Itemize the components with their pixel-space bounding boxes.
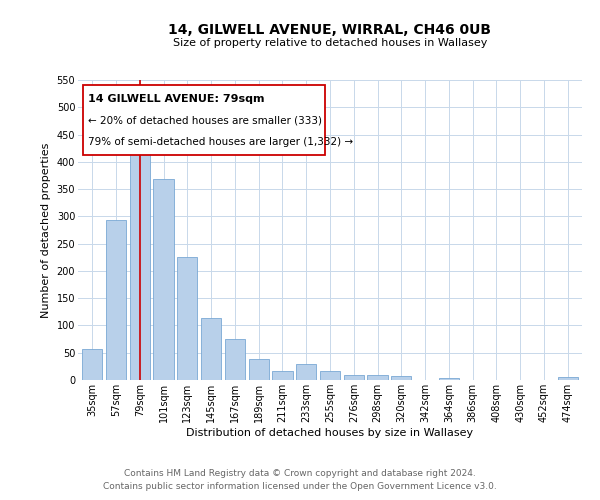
Bar xyxy=(177,256,197,380)
Y-axis label: Number of detached properties: Number of detached properties xyxy=(41,142,51,318)
Bar xyxy=(272,370,293,380)
Bar xyxy=(130,146,150,380)
FancyBboxPatch shape xyxy=(83,84,325,155)
Text: Size of property relative to detached houses in Wallasey: Size of property relative to detached ho… xyxy=(173,38,487,48)
Text: Contains public sector information licensed under the Open Government Licence v3: Contains public sector information licen… xyxy=(103,482,497,491)
Bar xyxy=(344,374,364,380)
Text: 14, GILWELL AVENUE, WIRRAL, CH46 0UB: 14, GILWELL AVENUE, WIRRAL, CH46 0UB xyxy=(169,22,491,36)
X-axis label: Distribution of detached houses by size in Wallasey: Distribution of detached houses by size … xyxy=(187,428,473,438)
Bar xyxy=(557,378,578,380)
Text: 14 GILWELL AVENUE: 79sqm: 14 GILWELL AVENUE: 79sqm xyxy=(88,94,265,104)
Bar xyxy=(391,376,412,380)
Bar xyxy=(439,378,459,380)
Bar xyxy=(248,360,269,380)
Bar xyxy=(225,338,245,380)
Text: ← 20% of detached houses are smaller (333): ← 20% of detached houses are smaller (33… xyxy=(88,115,322,125)
Bar xyxy=(367,374,388,380)
Bar xyxy=(154,180,173,380)
Text: Contains HM Land Registry data © Crown copyright and database right 2024.: Contains HM Land Registry data © Crown c… xyxy=(124,468,476,477)
Bar xyxy=(296,364,316,380)
Bar xyxy=(106,220,126,380)
Text: 79% of semi-detached houses are larger (1,332) →: 79% of semi-detached houses are larger (… xyxy=(88,136,353,146)
Bar xyxy=(320,370,340,380)
Bar xyxy=(201,318,221,380)
Bar xyxy=(82,349,103,380)
